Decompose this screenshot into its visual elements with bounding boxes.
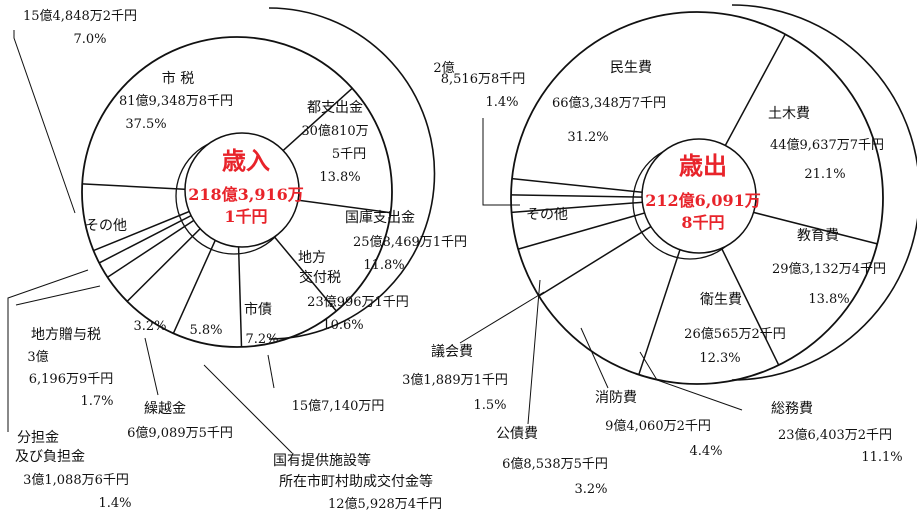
expenditure-total-line1: 212億6,091万: [645, 191, 761, 210]
rev-label-shizei-percent: 37.5%: [125, 117, 166, 132]
rev-label-shisai-name: 市債: [244, 301, 272, 318]
expenditure-pie-outline: [510, 11, 884, 385]
exp-label-doboku-amount: 44億9,637万7千円: [770, 137, 884, 153]
expenditure-center-disc: [641, 138, 757, 254]
exp-label-eisei-percent: 12.3%: [699, 351, 740, 366]
exp-label-gikai-name: 議会費: [431, 343, 473, 360]
rev-label-shizei-amount: 81億9,348万8千円: [119, 93, 233, 109]
expenditure-pie-shadow-ring: [731, 4, 917, 381]
exp-label-doboku-percent: 21.1%: [804, 167, 845, 182]
leader-exp-shobo: [580, 327, 609, 389]
exp-label-somu-percent: 11.1%: [861, 450, 902, 465]
rev-label-joyozei-name: 地方贈与税: [31, 327, 101, 343]
rev-label-joyozei-amount1: 3億: [27, 349, 48, 365]
exp-label-kosai-percent: 3.2%: [574, 482, 607, 497]
leader-rev-sonota: [13, 30, 76, 214]
exp-label-minsei-name: 民生費: [610, 60, 652, 76]
exp-label-gikai-percent: 1.5%: [473, 398, 506, 413]
exp-label-shobo-name: 消防費: [595, 390, 637, 406]
rev-label-joyozei-amount2: 6,196万9千円: [29, 372, 114, 387]
exp-label-shobo-percent: 4.4%: [689, 444, 722, 459]
rev-label-kokko-amount: 25億8,469万1千円: [353, 234, 467, 250]
revenue-pie: 歳入 218億3,916万 1千円 市 税 81億9,348万8千円 37.5%…: [7, 7, 467, 512]
rev-label-shisai-percent: 7.2%: [245, 332, 278, 347]
rev-label-kofuzei-percent: 10.6%: [322, 318, 363, 333]
exp-label-shobo-amount: 9億4,060万2千円: [605, 418, 711, 434]
rev-label-kokko-percent: 11.8%: [363, 258, 404, 273]
leader-exp-kosai: [527, 279, 541, 425]
exp-label-minsei-percent: 31.2%: [567, 130, 608, 145]
exp-label-kyoiku-amount: 29億3,132万4千円: [772, 261, 886, 277]
revenue-total-line2: 1千円: [224, 207, 267, 226]
expenditure-title: 歳出: [679, 151, 727, 180]
rev-label-buntankin-name2: 及び負担金: [15, 449, 85, 465]
rev-label-shisai-amount: 15億7,140万円: [292, 398, 385, 414]
exp-label-somu-name: 総務費: [771, 401, 813, 417]
rev-label-buntankin-name1: 分担金: [17, 430, 59, 446]
exp-label-kyoiku-name: 教育費: [797, 228, 839, 244]
rev-label-sonota-name: その他: [85, 218, 127, 234]
leader-rev-kokuyu: [203, 364, 293, 454]
rev-label-kokuyu-name1: 国有提供施設等: [273, 452, 371, 469]
expenditure-pie: 歳出 212億6,091万 8千円 民生費 66億3,348万7千円 31.2%…: [402, 4, 917, 497]
rev-label-toshishutsu-amount1: 30億810万: [301, 123, 368, 139]
leader-exp-sonota: [482, 118, 520, 206]
revenue-pie-shadow-ring: [268, 7, 436, 340]
exp-label-eisei-amount: 26億565万2千円: [684, 326, 786, 342]
rev-label-kurikoshi-name: 繰越金: [144, 401, 186, 417]
rev-label-toshishutsu-name: 都支出金: [307, 100, 363, 116]
rev-label-kurikoshi-amount: 6億9,089万5千円: [127, 425, 233, 441]
rev-label-kokuyu-amount: 12億5,928万4千円: [328, 496, 442, 512]
exp-label-gikai-amount: 3億1,889万1千円: [402, 372, 508, 388]
rev-label-joyozei-percent: 1.7%: [80, 394, 113, 409]
exp-label-minsei-amount: 66億3,348万7千円: [552, 95, 666, 111]
rev-label-kurikoshi-percent: 3.2%: [133, 319, 166, 334]
rev-label-shizei-name: 市 税: [162, 70, 194, 87]
leader-rev-joyozei: [15, 285, 101, 306]
leader-rev-shisai: [267, 354, 275, 389]
rev-label-kokuyu-name2: 所在市町村助成交付金等: [279, 473, 433, 490]
rev-label-buntankin-amount: 3億1,088万6千円: [23, 472, 129, 488]
expenditure-total-line2: 8千円: [681, 213, 724, 232]
leader-exp-somu: [639, 351, 743, 411]
exp-label-eisei-name: 衛生費: [700, 292, 742, 308]
exp-label-sonota-amount2: 8,516万8千円: [441, 72, 526, 87]
rev-label-toshishutsu-amount2: 5千円: [332, 147, 366, 162]
rev-label-sonota-amount: 15億4,848万2千円: [23, 8, 137, 24]
exp-label-kyoiku-percent: 13.8%: [808, 292, 849, 307]
exp-label-sonota-amount1: 2億: [433, 60, 454, 76]
exp-label-kosai-amount: 6億8,538万5千円: [502, 456, 608, 472]
rev-label-kofuzei-name2: 交付税: [299, 269, 341, 286]
rev-label-kofuzei-name1: 地方: [298, 250, 326, 266]
rev-label-toshishutsu-percent: 13.8%: [319, 170, 360, 185]
rev-label-kokuyu-percent: 5.8%: [189, 323, 222, 338]
revenue-total-line1: 218億3,916万: [188, 185, 304, 204]
revenue-center-disc: [184, 132, 300, 248]
exp-label-sonota-name: その他: [526, 207, 568, 223]
revenue-pie-outline: [81, 36, 393, 348]
exp-label-somu-amount: 23億6,403万2千円: [778, 427, 892, 443]
exp-label-kosai-name: 公債費: [496, 426, 538, 442]
exp-label-sonota-percent: 1.4%: [485, 95, 518, 110]
rev-label-sonota-percent: 7.0%: [73, 32, 106, 47]
leader-rev-buntankin: [7, 269, 89, 432]
rev-label-kokko-name: 国庫支出金: [345, 209, 415, 226]
leader-rev-kurikoshi: [144, 337, 159, 396]
exp-label-doboku-name: 土木費: [768, 106, 810, 122]
rev-label-kofuzei-amount: 23億996万1千円: [307, 294, 409, 310]
leader-exp-gikai: [459, 291, 545, 344]
revenue-title: 歳入: [222, 146, 270, 175]
rev-label-buntankin-percent: 1.4%: [98, 496, 131, 511]
